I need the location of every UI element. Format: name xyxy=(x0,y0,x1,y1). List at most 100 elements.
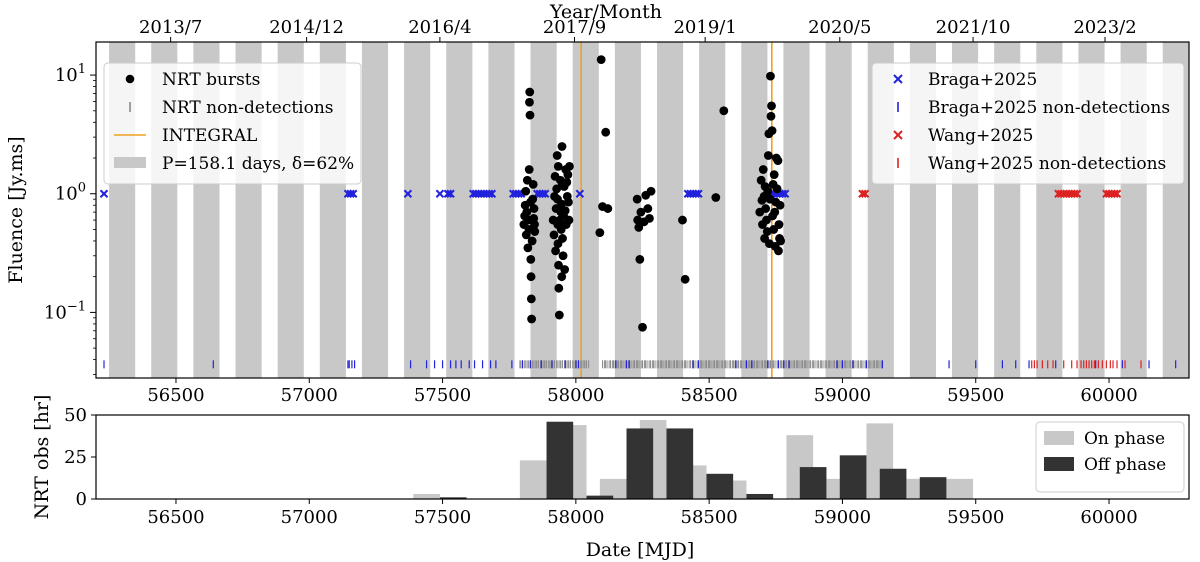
x-tick-label: 58000 xyxy=(547,385,604,406)
nrt-burst-point xyxy=(558,251,568,261)
on-phase-bar xyxy=(519,460,547,499)
nrt-burst-point xyxy=(557,272,567,282)
legend-right-label: Wang+2025 non-detections xyxy=(928,154,1166,174)
legend-wang-marker xyxy=(893,130,903,140)
off-phase-bar xyxy=(439,497,467,499)
y-tick-label: 0 xyxy=(76,489,87,510)
top-x-axis-ticks: 56500 57000 57500 58000 58500 59000 59500 60000 xyxy=(147,378,1138,406)
legend-on-phase-swatch xyxy=(1044,431,1074,445)
braga-detection-marker xyxy=(691,189,701,198)
bottom-y-axis-ticks: 0 25 50 xyxy=(64,405,96,510)
nrt-burst-point xyxy=(595,228,605,238)
off-phase-bar xyxy=(799,467,827,499)
x-tick-label: 58500 xyxy=(681,507,738,528)
nrt-burst-point xyxy=(767,101,776,111)
date-tick-label: 2014/12 xyxy=(269,17,344,38)
x-tick-label: 60000 xyxy=(1080,507,1137,528)
legend-right-label: Braga+2025 non-detections xyxy=(928,98,1170,118)
activity-band xyxy=(656,42,684,378)
off-phase-bar xyxy=(706,473,734,499)
wang-detection-marker xyxy=(1110,189,1119,198)
wang-detection-marker xyxy=(860,189,870,198)
x-tick-label: 59000 xyxy=(814,507,871,528)
nrt-burst-point xyxy=(557,142,567,151)
date-tick-label: 2017/9 xyxy=(543,17,606,38)
bottom-y-axis-label: NRT obs [hr] xyxy=(31,395,53,520)
nrt-burst-point xyxy=(680,274,690,284)
braga-detection-marker xyxy=(349,189,358,198)
legend-burst-marker xyxy=(125,74,135,84)
nrt-burst-point xyxy=(636,207,646,217)
legend-right-label: Braga+2025 xyxy=(928,70,1037,90)
nrt-burst-point xyxy=(528,179,538,189)
legend-band-marker xyxy=(114,157,146,168)
date-tick-label: 2013/7 xyxy=(139,17,202,38)
date-tick-label: 2020/5 xyxy=(808,17,871,38)
nrt-burst-point xyxy=(525,97,534,107)
legend-right-box xyxy=(871,62,1185,185)
wang-detection-marker xyxy=(1070,189,1079,198)
y-tick-label: 101 xyxy=(55,62,86,86)
legend-bottom: On phase Off phase xyxy=(1035,421,1185,493)
nrt-burst-point xyxy=(523,243,533,253)
nrt-burst-points xyxy=(519,55,785,332)
nrt-burst-point xyxy=(525,87,535,97)
nrt-burst-point xyxy=(524,165,534,174)
off-phase-bar xyxy=(666,428,694,499)
nrt-burst-point xyxy=(763,151,773,160)
x-tick-label: 57500 xyxy=(414,385,471,406)
nrt-burst-point xyxy=(552,151,562,160)
top-plot-frame xyxy=(95,41,1190,379)
nrt-burst-point xyxy=(549,230,559,240)
nrt-burst-point xyxy=(530,227,540,236)
braga-detection-marker xyxy=(435,189,445,198)
nrt-burst-point xyxy=(638,322,647,332)
nrt-burst-point xyxy=(558,234,567,243)
x-tick-label: 59500 xyxy=(947,385,1004,406)
activity-band xyxy=(699,42,726,378)
nrt-burst-point xyxy=(554,310,564,320)
legend-right: Braga+2025 Braga+2025 non-detections Wan… xyxy=(871,62,1185,185)
off-phase-bar xyxy=(919,477,947,499)
x-tick-label: 58000 xyxy=(547,507,604,528)
x-tick-label: 57000 xyxy=(281,507,338,528)
braga-detection-marker xyxy=(694,189,703,198)
top-y-axis-ticks: 10−1 100 101 xyxy=(44,62,96,375)
off-phase-bar xyxy=(626,428,654,499)
nrt-burst-point xyxy=(526,254,536,264)
nrt-burst-point xyxy=(554,283,564,293)
nrt-burst-point xyxy=(678,215,687,225)
wang-detection-marker xyxy=(1112,189,1122,198)
off-phase-bar xyxy=(839,455,867,499)
activity-band xyxy=(446,42,473,378)
nrt-burst-point xyxy=(601,127,611,137)
on-phase-bar xyxy=(946,478,974,499)
nrt-burst-point xyxy=(562,177,572,187)
off-phase-bar xyxy=(586,495,614,499)
bottom-x-axis-ticks: 56500 57000 57500 58000 58500 59000 59500 60000 xyxy=(147,499,1138,528)
activity-band xyxy=(404,42,431,378)
legend-left-label: INTEGRAL xyxy=(162,126,257,146)
off-phase-bar xyxy=(546,421,574,499)
nrt-burst-point xyxy=(634,223,644,232)
nrt-burst-point xyxy=(772,184,782,194)
braga-detection-marker xyxy=(403,189,413,198)
date-tick-label: 2019/1 xyxy=(673,17,736,38)
nrt-burst-point xyxy=(635,254,645,264)
nrt-burst-point xyxy=(525,110,535,120)
y-tick-label: 100 xyxy=(55,181,86,205)
off-phase-bar xyxy=(746,493,774,499)
nrt-burst-point xyxy=(763,186,773,196)
braga-detection-marker xyxy=(538,189,547,198)
legend-bottom-label: Off phase xyxy=(1084,455,1166,475)
bottom-panel: 56500 57000 57500 58000 58500 59000 59500 60000… xyxy=(31,395,1190,561)
y-tick-label: 25 xyxy=(64,447,87,468)
nrt-burst-point xyxy=(773,156,783,166)
legend-left-label: P=158.1 days, δ=62% xyxy=(162,154,354,174)
nrt-burst-point xyxy=(529,204,539,213)
activity-band xyxy=(614,42,641,378)
on-phase-bar xyxy=(413,493,440,499)
nrt-burst-point xyxy=(553,161,563,171)
nrt-burst-point xyxy=(526,272,536,282)
nrt-burst-point xyxy=(719,106,729,116)
